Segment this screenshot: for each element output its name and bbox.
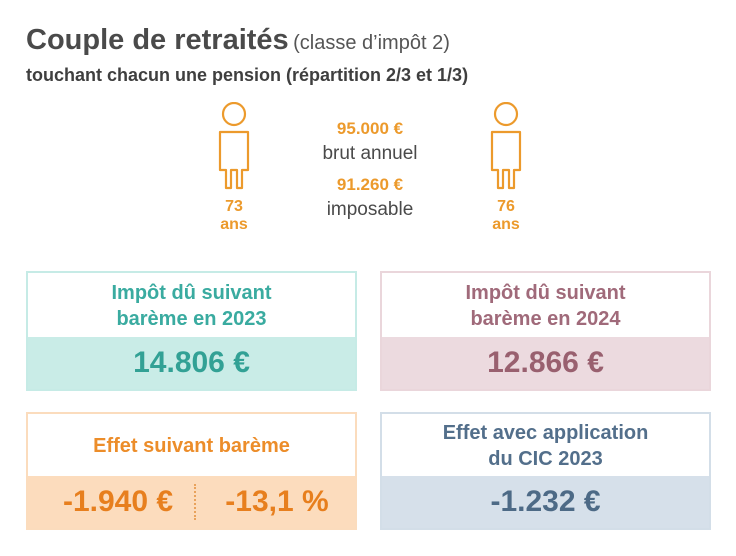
taxable-label: imposable (326, 199, 414, 220)
tax-2023-label: Impôt dû suivant barème en 2023 (28, 273, 355, 339)
gross-label: brut annuel (322, 143, 418, 164)
effect-scale-label: Effet suivant barème (93, 435, 290, 457)
gross-amount: 95.000 € (336, 119, 404, 138)
person-left-unit: ans (220, 216, 248, 233)
person-right-age: 76 (497, 198, 515, 215)
effect-scale-card: Effet suivant barème -1.940 € -13,1 % (26, 412, 357, 530)
title-main: Couple de retraités (26, 24, 289, 56)
person-left: 73 ans (214, 102, 254, 234)
income-summary: 95.000 € brut annuel 91.260 € imposable (280, 117, 460, 223)
effect-cic-card: Effet avec application du CIC 2023 -1.23… (380, 412, 711, 530)
tax-2023-card: Impôt dû suivant barème en 2023 14.806 € (26, 271, 357, 391)
person-right-unit: ans (492, 216, 520, 233)
tax-2024-value: 12.866 € (382, 337, 709, 389)
person-left-age: 73 (225, 198, 243, 215)
dotted-divider (194, 484, 196, 520)
person-right: 76 ans (486, 102, 526, 234)
taxable-amount: 91.260 € (336, 175, 404, 194)
tax-2024-card: Impôt dû suivant barème en 2024 12.866 € (380, 271, 711, 391)
title-note: (classe d’impôt 2) (293, 32, 450, 54)
effect-scale-values: -1.940 € -13,1 % (28, 476, 355, 528)
tax-2023-label-line2: barème en 2023 (116, 308, 267, 330)
effect-scale-percent: -13,1 % (225, 485, 329, 518)
effect-cic-value: -1.232 € (382, 476, 709, 528)
tax-2023-label-line1: Impôt dû suivant (111, 282, 272, 304)
tax-2024-label-line1: Impôt dû suivant (465, 282, 626, 304)
tax-2023-value: 14.806 € (28, 337, 355, 389)
effect-cic-label: Effet avec application du CIC 2023 (382, 414, 709, 478)
page-title: Couple de retraités (classe d’impôt 2) (26, 24, 450, 57)
page-subtitle: touchant chacun une pension (répartition… (26, 65, 469, 85)
tax-2024-label: Impôt dû suivant barème en 2024 (382, 273, 709, 339)
effect-scale-amount: -1.940 € (62, 485, 174, 518)
tax-2024-label-line2: barème en 2024 (470, 308, 621, 330)
person-icon (490, 102, 522, 190)
effect-cic-label-line2: du CIC 2023 (488, 448, 603, 470)
effect-cic-label-line1: Effet avec application (442, 422, 649, 444)
person-icon (218, 102, 250, 190)
